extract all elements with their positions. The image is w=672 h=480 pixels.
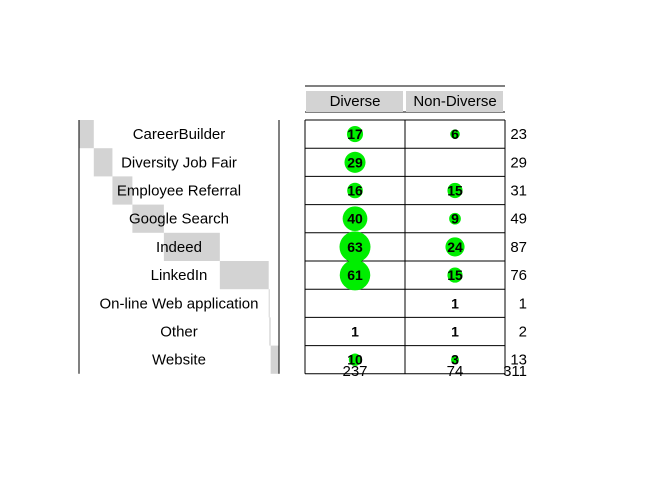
table-grid: [78, 85, 506, 375]
row-label: Other: [160, 324, 198, 341]
row-total: 13: [510, 352, 527, 369]
column-totals: 237 74 311: [342, 363, 527, 380]
bubble-value: 24: [447, 239, 463, 255]
bubble-value: 17: [347, 126, 363, 142]
row-label: Google Search: [129, 211, 229, 228]
row-label: Website: [152, 352, 206, 369]
bubble-value: 40: [347, 211, 363, 227]
bubble: [447, 182, 463, 199]
bubble: [344, 151, 366, 173]
column-header: Diverse: [330, 93, 381, 110]
bubble: [449, 212, 461, 225]
row-total: 23: [510, 126, 527, 143]
row-total: 87: [510, 239, 527, 256]
row-bar: [79, 120, 94, 149]
bubbles: 17 6 29 16 15 40 9 63 24 61 15 1 1 1 10 3: [339, 126, 465, 368]
row-bars: [79, 120, 279, 374]
bubble-value: 10: [347, 352, 363, 368]
row-total: 31: [510, 183, 527, 200]
row-label: On-line Web application: [100, 295, 259, 312]
bubble: [348, 353, 362, 366]
bubble: [347, 182, 363, 199]
row-label: Diversity Job Fair: [121, 154, 237, 171]
grand-total: 311: [503, 363, 527, 380]
bubble-value: 15: [447, 183, 463, 199]
bubble: [450, 129, 460, 139]
row-labels: CareerBuilder Diversity Job Fair Employee …: [100, 126, 259, 369]
row-total: 76: [510, 267, 527, 284]
bubble-value: 3: [451, 352, 459, 368]
bubble-value: 1: [451, 295, 459, 311]
bubble-value: 15: [447, 267, 463, 283]
bubble: [346, 126, 364, 143]
row-total: 49: [510, 211, 527, 228]
bubble-value: 61: [347, 267, 363, 283]
bubble: [451, 355, 459, 364]
row-bar: [132, 204, 164, 233]
bubble-value: 29: [347, 154, 363, 170]
row-label: Employee Referral: [117, 183, 241, 200]
row-bar: [219, 261, 269, 290]
bubble: [342, 206, 368, 232]
row-bar: [268, 289, 270, 318]
row-total: 29: [510, 154, 527, 171]
bubble: [447, 267, 463, 283]
row-totals: 23 29 31 49 87 76 1 2 13: [510, 126, 527, 369]
row-bar: [93, 148, 113, 177]
bubble-value: 9: [451, 211, 459, 227]
bubble-value: 6: [451, 126, 459, 142]
row-total: 2: [519, 324, 527, 341]
bubble-value: 1: [451, 324, 459, 340]
column-headers: Diverse Non-Diverse: [306, 91, 503, 112]
column-total: 74: [447, 363, 464, 380]
row-total: 1: [519, 295, 527, 312]
bubble: [445, 237, 465, 257]
bubble-value: 63: [347, 239, 363, 255]
row-bar: [270, 345, 279, 374]
column-header-bg: [306, 91, 403, 112]
bubble: [339, 231, 371, 263]
bubble: [339, 259, 371, 291]
column-header: Non-Diverse: [413, 93, 496, 110]
bubble-value: 16: [347, 183, 363, 199]
bubble-value: 1: [351, 324, 359, 340]
row-label: LinkedIn: [151, 267, 208, 284]
row-label: CareerBuilder: [133, 126, 226, 143]
row-bar: [269, 317, 271, 346]
column-header-bg: [406, 91, 503, 112]
row-label: Indeed: [156, 239, 202, 256]
row-bar: [163, 232, 220, 261]
row-bar: [112, 176, 133, 205]
column-total: 237: [342, 363, 367, 380]
